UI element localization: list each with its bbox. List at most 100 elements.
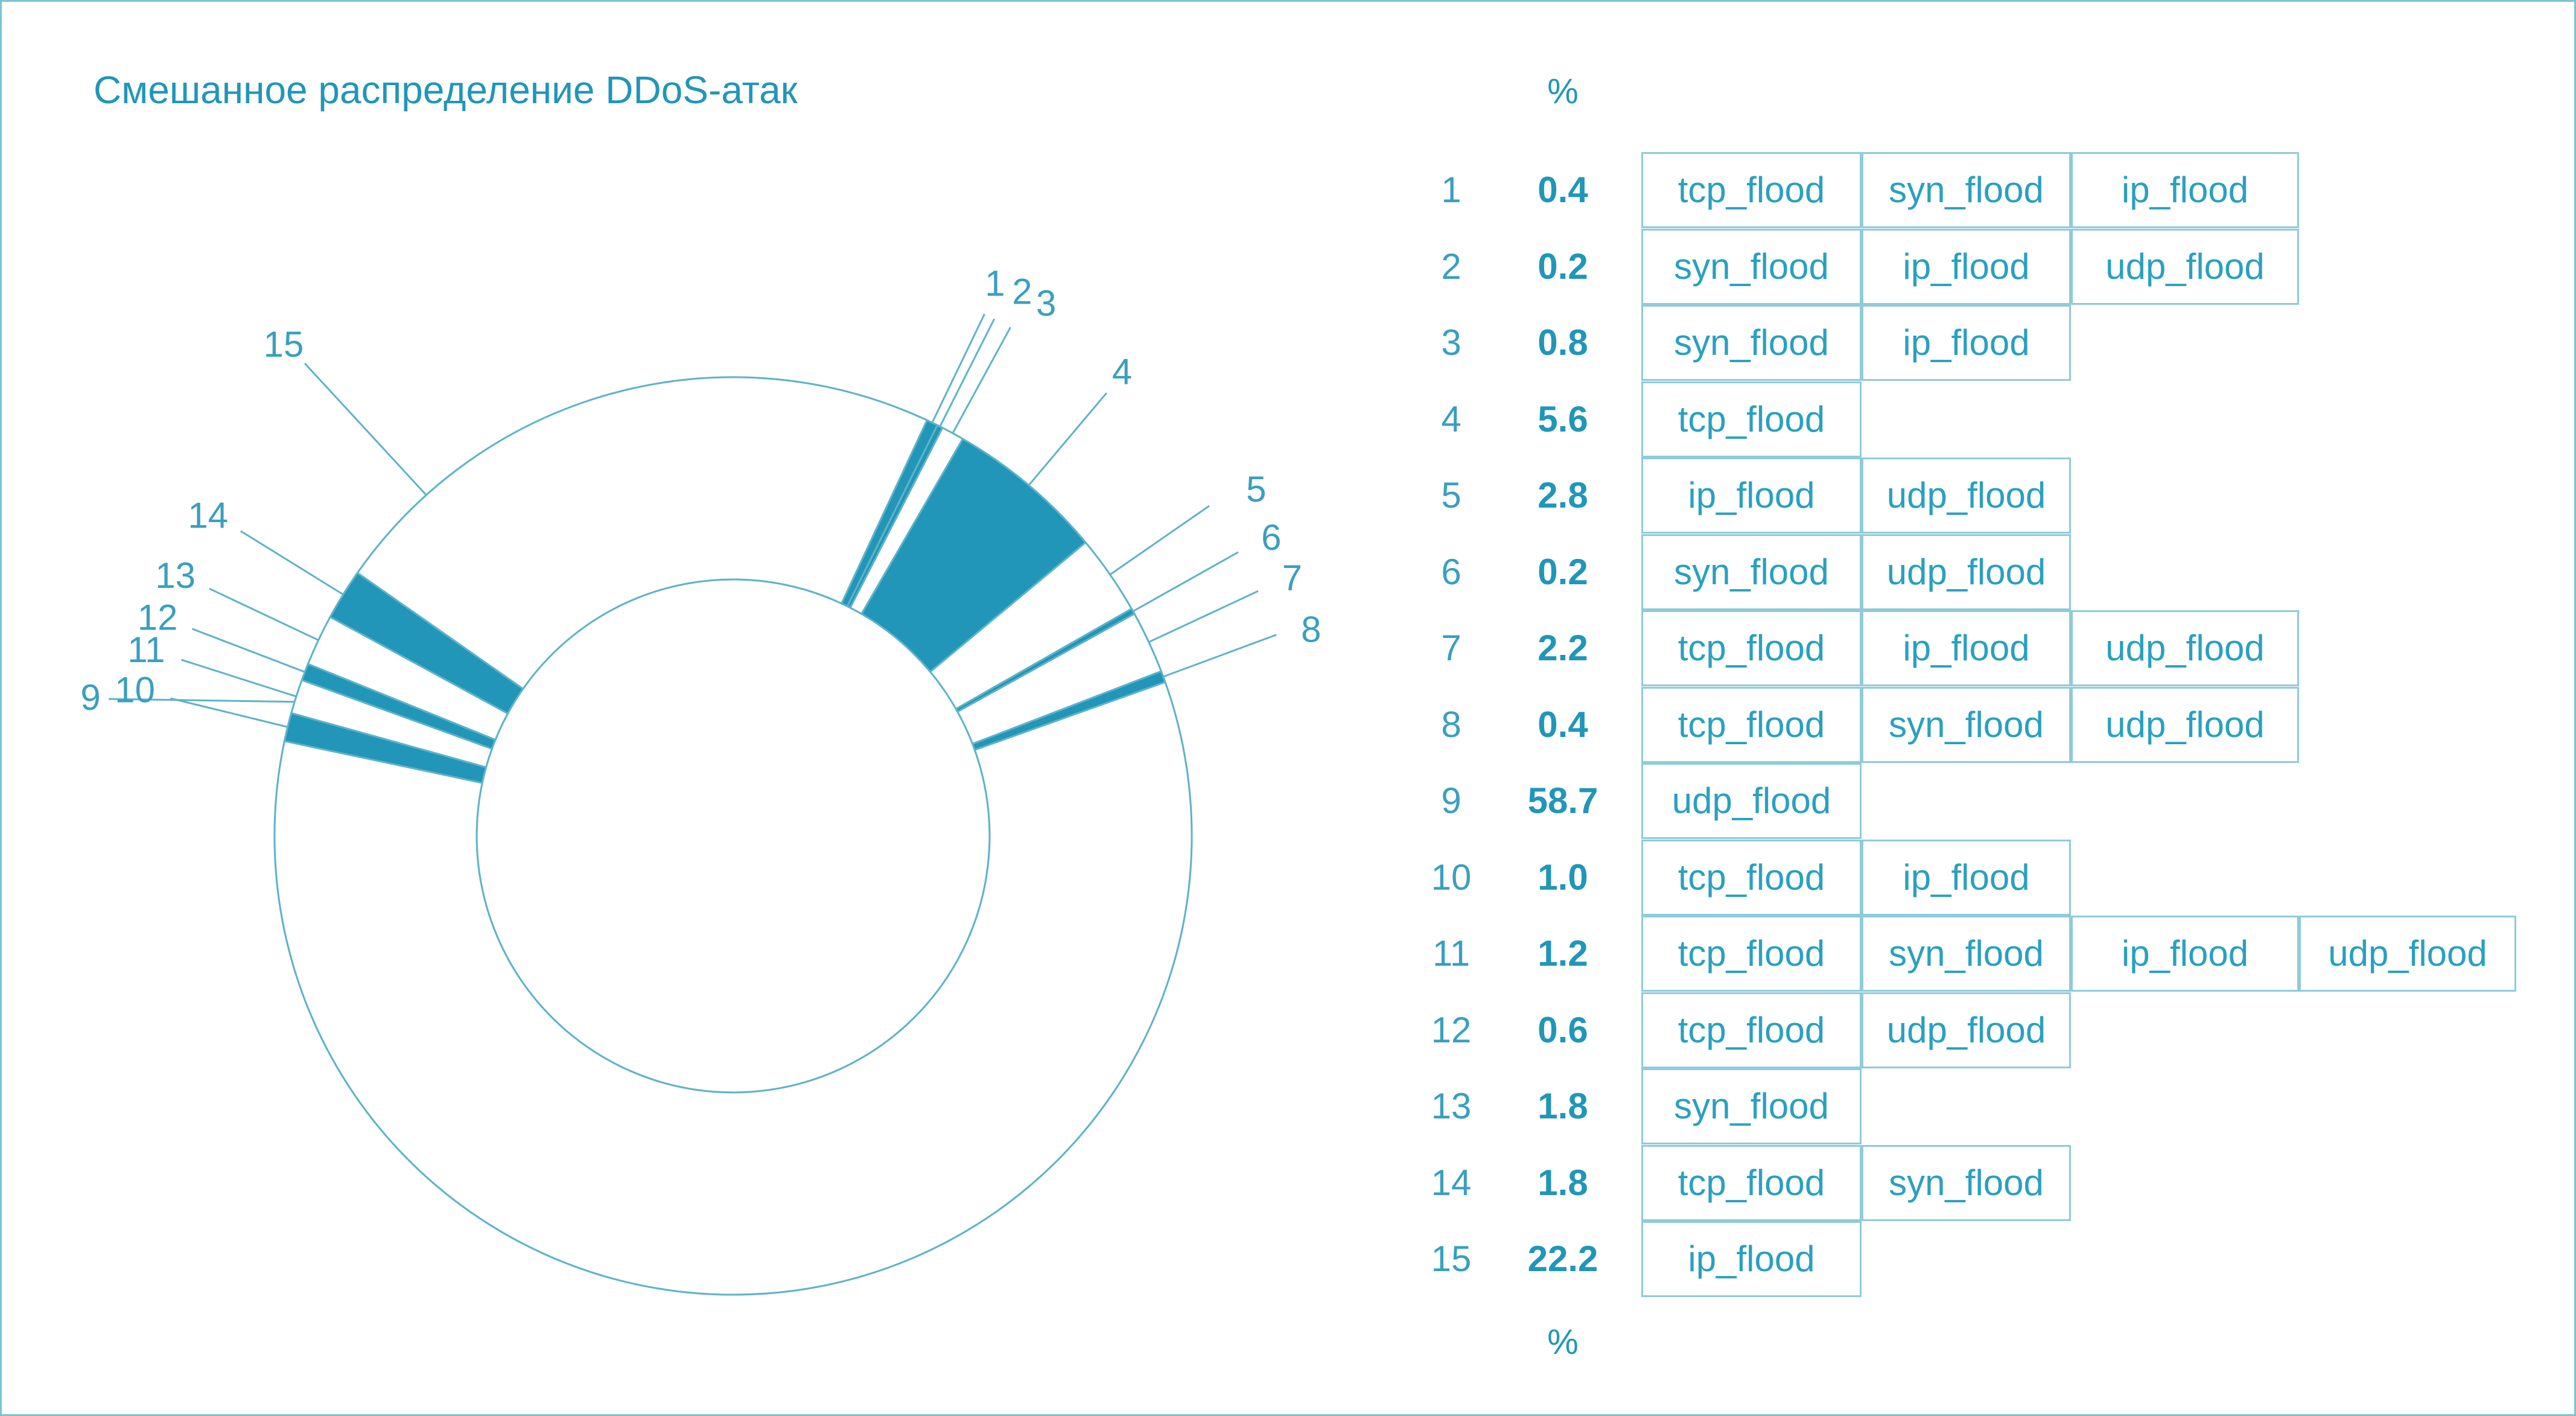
attack-type-cell: udp_flood bbox=[1862, 534, 2071, 610]
attack-type-cell: syn_flood bbox=[1862, 687, 2071, 763]
row-index: 14 bbox=[1431, 1162, 1472, 1203]
row-percent-value: 1.0 bbox=[1538, 857, 1588, 898]
attack-type-cell: tcp_flood bbox=[1641, 152, 1862, 228]
attack-type-cell: syn_flood bbox=[1862, 1145, 2071, 1221]
attack-type-cell: ip_flood bbox=[2071, 152, 2299, 228]
slice-label-4: 4 bbox=[1112, 351, 1132, 392]
attack-type-cell: ip_flood bbox=[1862, 840, 2071, 916]
leader-line-15 bbox=[304, 362, 427, 496]
attack-type-cell: tcp_flood bbox=[1641, 992, 1862, 1068]
slice-label-15: 15 bbox=[264, 324, 304, 365]
slice-label-8: 8 bbox=[1301, 610, 1321, 650]
leader-line-10 bbox=[170, 697, 288, 728]
row-index: 11 bbox=[1432, 933, 1471, 974]
row-percent-value: 0.8 bbox=[1538, 322, 1588, 363]
slice-label-7: 7 bbox=[1282, 558, 1302, 598]
leader-line-4 bbox=[1028, 392, 1107, 486]
percent-header-bottom: % bbox=[1547, 1322, 1579, 1362]
donut-slice-15 bbox=[356, 376, 929, 690]
attack-type-cell: tcp_flood bbox=[1641, 381, 1862, 458]
leader-line-13 bbox=[209, 587, 319, 641]
row-index: 1 bbox=[1441, 170, 1461, 210]
slice-label-9: 9 bbox=[80, 677, 100, 718]
attack-type-cell: ip_flood bbox=[1862, 305, 2071, 381]
percent-header-top: % bbox=[1547, 72, 1579, 111]
row-index: 15 bbox=[1431, 1239, 1472, 1279]
attack-type-cell: tcp_flood bbox=[1641, 610, 1862, 686]
donut-slice-9 bbox=[273, 681, 1193, 1296]
attack-type-cell: udp_flood bbox=[2299, 916, 2516, 992]
slice-label-13: 13 bbox=[155, 555, 196, 596]
row-percent-value: 2.2 bbox=[1538, 628, 1588, 668]
slice-label-5: 5 bbox=[1246, 469, 1266, 509]
donut-inner-ring bbox=[475, 578, 991, 1094]
attack-type-cell: udp_flood bbox=[2071, 229, 2299, 305]
row-percent-value: 0.2 bbox=[1538, 552, 1588, 592]
attack-type-cell: tcp_flood bbox=[1641, 687, 1862, 763]
slice-label-2: 2 bbox=[1012, 271, 1032, 311]
attack-type-cell: ip_flood bbox=[1862, 610, 2071, 686]
row-percent-value: 0.6 bbox=[1538, 1010, 1588, 1050]
leader-line-12 bbox=[191, 628, 305, 673]
attack-type-cell: udp_flood bbox=[1862, 992, 2071, 1068]
row-index: 3 bbox=[1441, 322, 1461, 363]
row-index: 9 bbox=[1441, 780, 1461, 821]
row-percent-value: 5.6 bbox=[1538, 399, 1588, 439]
leader-line-3 bbox=[952, 327, 1011, 434]
row-index: 2 bbox=[1441, 246, 1461, 287]
row-index: 10 bbox=[1431, 857, 1472, 898]
attack-type-cell: udp_flood bbox=[1862, 458, 2071, 534]
row-index: 13 bbox=[1431, 1086, 1472, 1126]
row-percent-value: 22.2 bbox=[1527, 1239, 1598, 1279]
leader-line-2 bbox=[939, 318, 996, 427]
row-index: 12 bbox=[1431, 1010, 1472, 1050]
leader-line-14 bbox=[240, 530, 344, 596]
attack-type-cell: syn_flood bbox=[1862, 152, 2071, 228]
leader-line-1 bbox=[931, 313, 985, 423]
attack-type-cell: ip_flood bbox=[1641, 1221, 1862, 1297]
row-index: 5 bbox=[1441, 475, 1461, 515]
leader-line-11 bbox=[181, 659, 297, 698]
slice-label-10: 10 bbox=[115, 669, 155, 710]
row-index: 8 bbox=[1441, 704, 1461, 745]
attack-type-cell: syn_flood bbox=[1641, 1068, 1862, 1144]
row-percent-value: 0.2 bbox=[1538, 246, 1588, 287]
attack-type-cell: udp_flood bbox=[2071, 610, 2299, 686]
attack-type-cell: ip_flood bbox=[2071, 916, 2299, 992]
row-percent-value: 1.2 bbox=[1538, 933, 1588, 974]
row-percent-value: 58.7 bbox=[1527, 780, 1598, 821]
row-percent-value: 0.4 bbox=[1538, 170, 1588, 210]
leader-line-8 bbox=[1163, 634, 1277, 678]
row-percent-value: 0.4 bbox=[1538, 704, 1588, 745]
slice-label-1: 1 bbox=[985, 263, 1005, 304]
leader-line-6 bbox=[1132, 551, 1239, 613]
attack-type-cell: tcp_flood bbox=[1641, 916, 1862, 992]
attack-type-cell: syn_flood bbox=[1641, 229, 1862, 305]
attack-type-cell: udp_flood bbox=[2071, 687, 2299, 763]
slice-label-11: 11 bbox=[127, 630, 165, 670]
attack-type-cell: syn_flood bbox=[1862, 916, 2071, 992]
attack-type-cell: ip_flood bbox=[1641, 458, 1862, 534]
row-percent-value: 1.8 bbox=[1538, 1162, 1588, 1203]
leader-line-5 bbox=[1109, 505, 1210, 576]
attack-type-cell: tcp_flood bbox=[1641, 1145, 1862, 1221]
row-percent-value: 2.8 bbox=[1538, 475, 1588, 515]
row-percent-value: 1.8 bbox=[1538, 1086, 1588, 1126]
leader-line-7 bbox=[1148, 590, 1259, 643]
chart-title: Смешанное распределение DDoS-атак bbox=[94, 68, 798, 112]
leader-line-9 bbox=[108, 698, 295, 703]
attack-type-cell: tcp_flood bbox=[1641, 840, 1862, 916]
attack-type-cell: syn_flood bbox=[1641, 305, 1862, 381]
attack-type-cell: ip_flood bbox=[1862, 229, 2071, 305]
slice-label-14: 14 bbox=[188, 496, 228, 536]
attack-type-cell: syn_flood bbox=[1641, 534, 1862, 610]
row-index: 7 bbox=[1441, 628, 1461, 668]
attack-type-cell: udp_flood bbox=[1641, 763, 1862, 839]
slice-label-6: 6 bbox=[1261, 517, 1281, 558]
slice-label-3: 3 bbox=[1036, 283, 1056, 324]
row-index: 6 bbox=[1441, 552, 1461, 592]
slice-label-12: 12 bbox=[138, 597, 178, 637]
row-index: 4 bbox=[1441, 399, 1461, 439]
